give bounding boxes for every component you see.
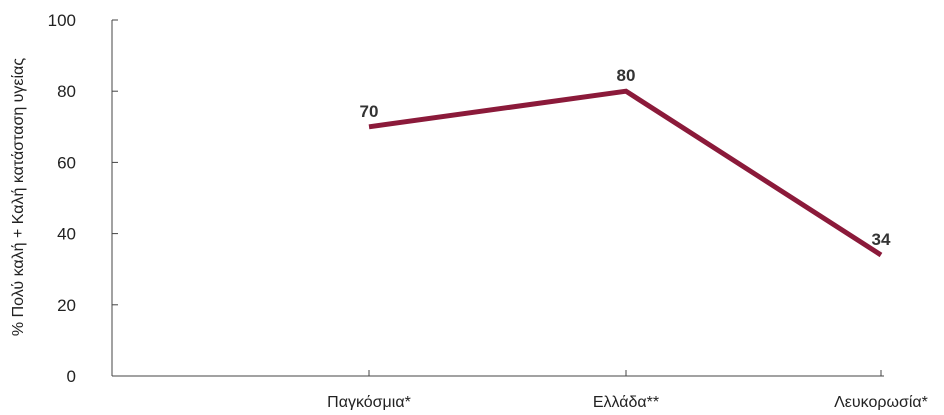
data-label: 34 (872, 230, 891, 249)
plot-area: 0 20 40 60 80 100 Παγκόσμια* Ελλάδα** Λευκορωσία… (48, 11, 928, 411)
x-category-label: Ελλάδα** (593, 394, 659, 410)
y-tick-label: 40 (57, 225, 76, 244)
y-tick-label: 80 (57, 82, 76, 101)
x-category-label: Παγκόσμια* (327, 394, 411, 410)
y-tick-label: 0 (67, 367, 76, 386)
y-tick-label: 20 (57, 296, 76, 315)
data-label: 80 (617, 66, 636, 85)
data-label: 70 (360, 102, 379, 121)
y-axis-title: % Πολύ καλή + Καλή κατάσταση υγείας (10, 58, 27, 336)
y-tick-label: 100 (48, 11, 76, 30)
series-line (368, 88, 883, 258)
x-category-label: Λευκορωσία* (834, 394, 928, 410)
y-tick-label: 60 (57, 153, 76, 172)
